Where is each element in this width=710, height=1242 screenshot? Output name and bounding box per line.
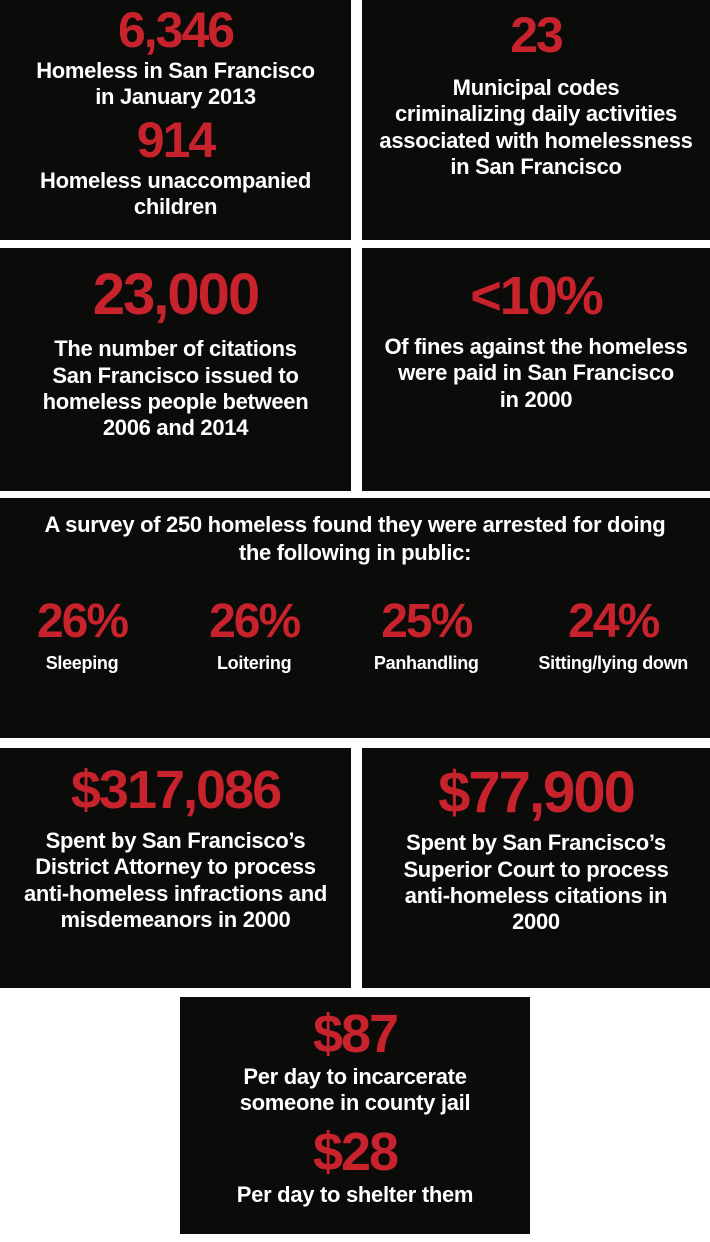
survey-stats-row: 26% Sleeping 26% Loitering 25% Panhandli… (0, 598, 710, 674)
survey-stat-sleeping: 26% Sleeping (22, 598, 142, 674)
stat-caption: Homeless unaccompanied children (40, 167, 311, 220)
survey-stat-loitering: 26% Loitering (194, 598, 314, 674)
stat-value: $317,086 (70, 760, 282, 820)
stat-value: 23 (510, 7, 564, 63)
survey-stat-value: 24% (568, 595, 660, 648)
stat-card-district-attorney-spend: $317,086 Spent by San Francisco’s Distri… (0, 748, 351, 988)
survey-stat-label: Panhandling (373, 653, 479, 673)
stat-value: 23,000 (92, 262, 260, 327)
stat-caption: The number of citations San Francisco is… (42, 336, 309, 441)
stat-card-homeless-population: 6,346 Homeless in San Francisco in Janua… (0, 0, 351, 240)
stat-value: $87 (312, 1004, 399, 1064)
stat-caption: Of fines against the homeless were paid … (384, 334, 688, 412)
survey-stat-value: 25% (381, 595, 473, 648)
survey-stat-sitting-lying-down: 24% Sitting/lying down (538, 598, 688, 674)
survey-heading: A survey of 250 homeless found they were… (44, 512, 666, 565)
stat-value: $77,900 (438, 760, 636, 825)
survey-stat-label: Sleeping (45, 653, 119, 673)
survey-stat-label: Sitting/lying down (538, 653, 688, 673)
survey-stat-value: 26% (36, 595, 129, 648)
survey-stat-panhandling: 25% Panhandling (366, 598, 486, 674)
survey-stat-value: 26% (209, 595, 301, 648)
stat-card-unpaid-fines: <10% Of fines against the homeless were … (362, 248, 710, 491)
stat-value: <10% (470, 266, 604, 326)
stat-value: $28 (312, 1121, 399, 1182)
stat-value: 6,346 (117, 2, 235, 58)
stat-caption: Homeless in San Francisco in January 201… (36, 58, 315, 110)
stat-card-superior-court-spend: $77,900 Spent by San Francisco’s Superio… (362, 748, 710, 988)
stat-caption: Spent by San Francisco’s Superior Court … (403, 830, 669, 935)
stat-card-municipal-codes: 23 Municipal codes criminalizing daily a… (362, 0, 710, 240)
survey-stat-label: Loitering (216, 653, 292, 673)
stat-card-daily-cost: $87 Per day to incarcerate someone in co… (180, 997, 530, 1234)
survey-card: A survey of 250 homeless found they were… (0, 498, 710, 738)
stat-caption: Spent by San Francisco’s District Attorn… (23, 828, 328, 933)
stat-card-citations: 23,000 The number of citations San Franc… (0, 248, 351, 491)
stat-caption: Per day to incarcerate someone in county… (239, 1064, 471, 1116)
stat-value: 914 (136, 111, 216, 168)
stat-caption: Per day to shelter them (236, 1181, 474, 1207)
stat-caption: Municipal codes criminalizing daily acti… (379, 75, 693, 180)
